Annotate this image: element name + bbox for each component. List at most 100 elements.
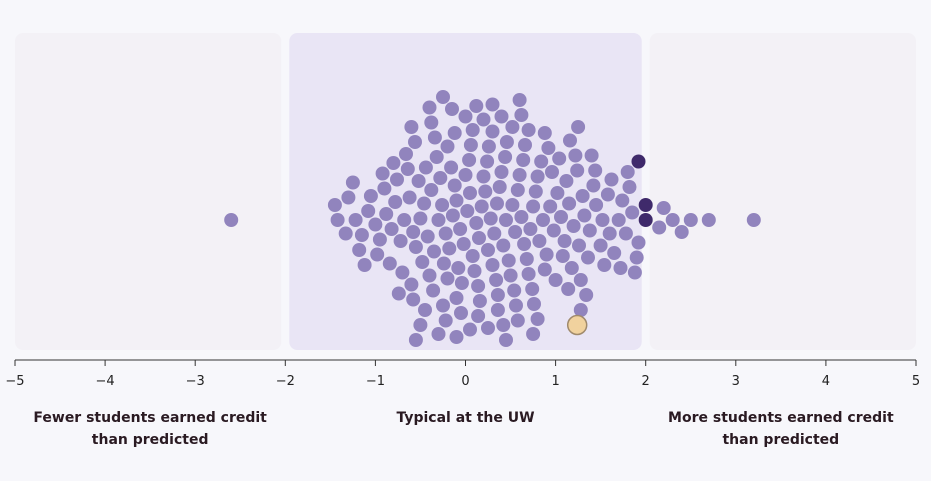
course-point-courses-61 <box>562 196 577 211</box>
course-point-courses-50 <box>523 222 538 236</box>
course-point-courses-141 <box>408 135 422 149</box>
course-point-courses-152 <box>527 297 541 311</box>
course-point-courses-157 <box>573 273 588 287</box>
zone-below <box>15 33 282 350</box>
course-point-courses-85 <box>395 265 410 280</box>
course-point-courses-47 <box>514 210 529 224</box>
course-point-courses-165 <box>656 201 671 215</box>
course-point-courses-137 <box>357 258 372 272</box>
course-point-courses-66 <box>589 198 604 212</box>
course-point-courses-86 <box>400 162 415 176</box>
course-point-courses-95 <box>440 271 455 286</box>
course-point-courses-79 <box>352 243 367 257</box>
course-point-courses-115 <box>525 282 540 296</box>
course-point-courses-125 <box>575 189 590 203</box>
course-point-edge_courses-2 <box>631 154 646 169</box>
course-point-courses-191 <box>496 318 511 332</box>
course-point-courses-169 <box>447 126 462 140</box>
course-point-courses-111 <box>507 283 522 298</box>
course-point-courses-31 <box>465 249 480 263</box>
course-point-courses-90 <box>418 160 433 175</box>
course-point-courses-75 <box>701 213 716 227</box>
course-point-courses-198 <box>494 109 509 124</box>
course-point-courses-53 <box>532 234 547 248</box>
course-point-courses-121 <box>555 249 570 263</box>
course-point-courses-156 <box>568 148 583 163</box>
course-point-courses-20 <box>427 244 441 259</box>
course-point-courses-81 <box>370 247 385 262</box>
course-point-courses-153 <box>541 141 556 155</box>
course-point-courses-177 <box>404 120 419 134</box>
course-point-courses-164 <box>627 265 642 280</box>
course-point-courses-140 <box>399 147 413 161</box>
course-point-courses-192 <box>514 108 529 122</box>
course-point-courses-118 <box>537 262 552 277</box>
course-point-courses-104 <box>476 169 491 184</box>
course-point-courses-76 <box>746 213 761 227</box>
course-point-courses-98 <box>451 261 466 275</box>
course-point-courses-148 <box>490 288 505 302</box>
zone-caption-below-1: than predicted <box>92 432 209 448</box>
course-point-courses-32 <box>469 216 484 230</box>
course-point-courses-176 <box>584 148 599 163</box>
zone-above <box>649 33 916 350</box>
course-point-courses-142 <box>426 283 441 298</box>
zone-caption-above-0: More students earned credit <box>668 410 894 426</box>
course-point-courses-43 <box>501 253 516 268</box>
course-point-courses-94 <box>436 256 451 271</box>
zone-caption-below-0: Fewer students earned credit <box>33 410 267 426</box>
course-point-courses-93 <box>433 171 448 185</box>
course-point-courses-155 <box>561 282 576 296</box>
course-point-courses-7 <box>372 232 387 247</box>
course-point-courses-163 <box>620 165 635 179</box>
course-point-courses-48 <box>517 237 532 251</box>
course-point-courses-84 <box>390 172 404 187</box>
course-point-courses-26 <box>449 193 464 208</box>
course-point-courses-117 <box>534 154 549 169</box>
course-point-courses-129 <box>600 187 615 202</box>
course-point-courses-102 <box>467 264 482 278</box>
course-point-courses-196 <box>463 322 477 337</box>
course-point-courses-33 <box>472 231 486 245</box>
course-point-courses-77 <box>327 198 342 212</box>
selected-course-point <box>566 314 588 336</box>
course-point-courses-202 <box>485 97 500 112</box>
course-point-courses-171 <box>485 124 500 139</box>
course-point-courses-166 <box>391 286 406 301</box>
course-point-courses-22 <box>435 198 450 212</box>
course-point-courses-38 <box>487 226 502 241</box>
course-point-courses-161 <box>604 172 619 187</box>
course-point-courses-15 <box>408 240 423 254</box>
course-point-courses-54 <box>536 213 550 227</box>
course-point-courses-4 <box>354 228 369 242</box>
course-point-courses-99 <box>454 276 469 290</box>
course-point-courses-72 <box>631 235 646 250</box>
course-point-courses-10 <box>388 195 403 209</box>
course-point-courses-96 <box>444 160 459 175</box>
course-point-courses-149 <box>499 135 514 149</box>
course-point-courses-185 <box>573 303 588 317</box>
course-point-courses-158 <box>579 288 594 302</box>
course-point-courses-123 <box>564 261 579 275</box>
course-point-courses-203 <box>499 333 513 347</box>
course-point-courses-190 <box>476 112 491 127</box>
course-point-courses-170 <box>465 123 480 137</box>
course-point-courses-45 <box>508 225 523 239</box>
course-point-courses-62 <box>566 219 581 233</box>
course-point-courses-36 <box>481 243 495 257</box>
course-point-courses-80 <box>363 189 378 203</box>
course-point-courses-69 <box>611 213 626 227</box>
course-point-courses-68 <box>602 226 617 241</box>
course-point-courses-56 <box>543 199 558 214</box>
course-point-courses-162 <box>613 261 628 275</box>
x-tick-label-8: 3 <box>732 374 740 389</box>
course-point-courses-200 <box>449 330 464 344</box>
course-point-courses-2 <box>338 226 353 241</box>
course-point-courses-178 <box>418 303 432 317</box>
data-points <box>224 90 761 347</box>
course-point-courses-29 <box>460 204 475 218</box>
x-tick-label-5: 0 <box>461 374 469 389</box>
course-point-courses-139 <box>386 156 401 170</box>
course-point-courses-167 <box>406 292 421 307</box>
course-point-courses-194 <box>431 327 446 341</box>
